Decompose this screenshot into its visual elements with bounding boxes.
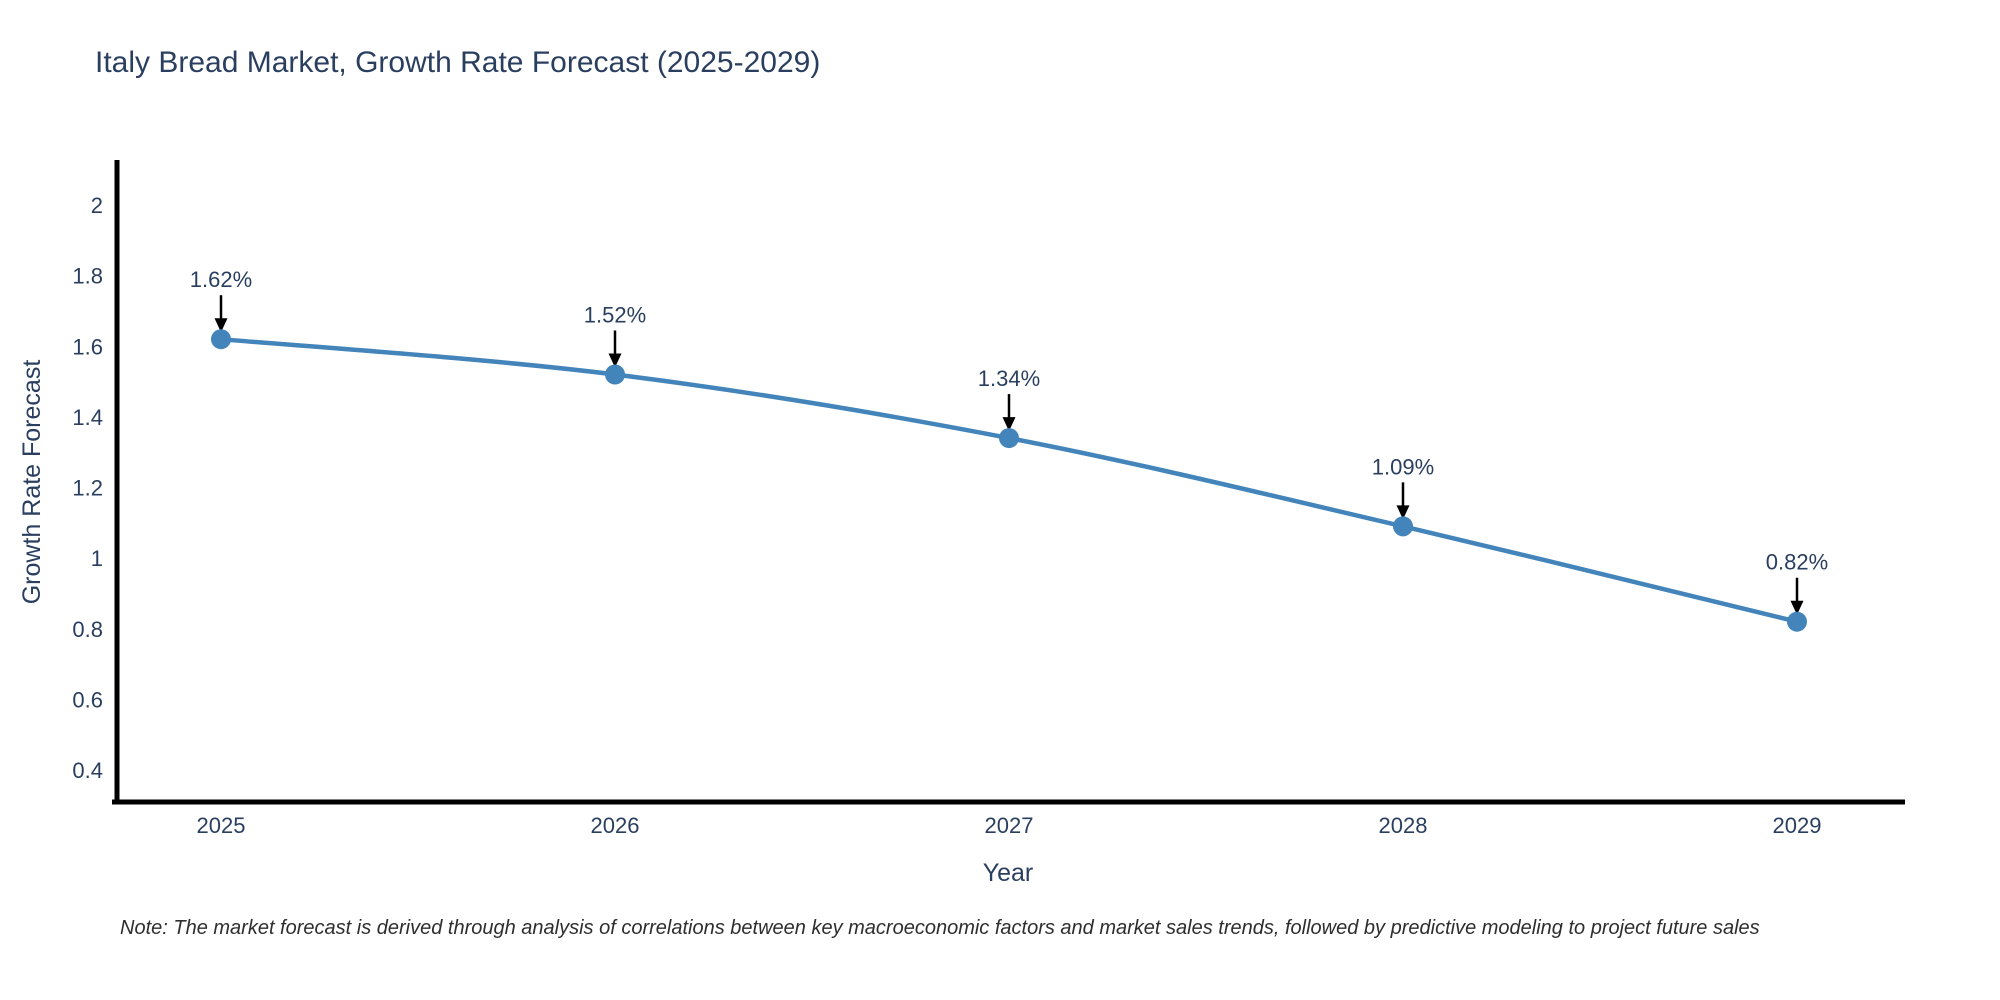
data-point-2028[interactable] — [1393, 516, 1413, 537]
y-tick-label: 1.4 — [72, 405, 103, 430]
point-value-label: 0.82% — [1766, 550, 1828, 575]
point-value-label: 1.34% — [978, 366, 1040, 391]
y-tick-label: 1.8 — [72, 264, 103, 289]
footnote: Note: The market forecast is derived thr… — [120, 917, 1760, 939]
x-tick-label: 2029 — [1773, 813, 1822, 838]
x-tick-label: 2027 — [985, 813, 1034, 838]
x-tick-label: 2028 — [1379, 813, 1428, 838]
y-axis-title: Growth Rate Forecast — [18, 360, 46, 605]
data-point-2027[interactable] — [999, 428, 1019, 449]
y-tick-label: 0.8 — [72, 617, 103, 642]
annotation-arrow-head — [214, 318, 228, 333]
x-tick-label: 2026 — [591, 813, 640, 838]
data-point-2026[interactable] — [605, 364, 625, 385]
annotation-arrow-head — [1396, 505, 1410, 520]
point-value-label: 1.52% — [584, 303, 646, 328]
y-tick-label: 0.4 — [72, 758, 103, 783]
y-tick-label: 1 — [91, 546, 103, 571]
y-tick-label: 1.2 — [72, 476, 103, 501]
point-value-label: 1.09% — [1372, 454, 1434, 479]
point-value-label: 1.62% — [190, 267, 252, 292]
x-tick-label: 2025 — [197, 813, 246, 838]
annotation-arrow-head — [1790, 600, 1804, 615]
x-axis-title: Year — [983, 859, 1034, 887]
y-tick-label: 1.6 — [72, 334, 103, 359]
annotation-arrow-head — [608, 353, 622, 368]
chart-generated-content: 0.4 0.6 0.8 1 1.2 1.4 1.6 1.8 2 2025 2026 2027 2028 2… — [72, 193, 1828, 838]
data-point-2025[interactable] — [211, 329, 231, 350]
y-tick-label: 0.6 — [72, 687, 103, 712]
chart-title: Italy Bread Market, Growth Rate Forecast… — [95, 46, 821, 79]
y-tick-label: 2 — [91, 193, 103, 218]
data-point-2029[interactable] — [1787, 611, 1807, 632]
annotation-arrow-head — [1002, 417, 1016, 432]
